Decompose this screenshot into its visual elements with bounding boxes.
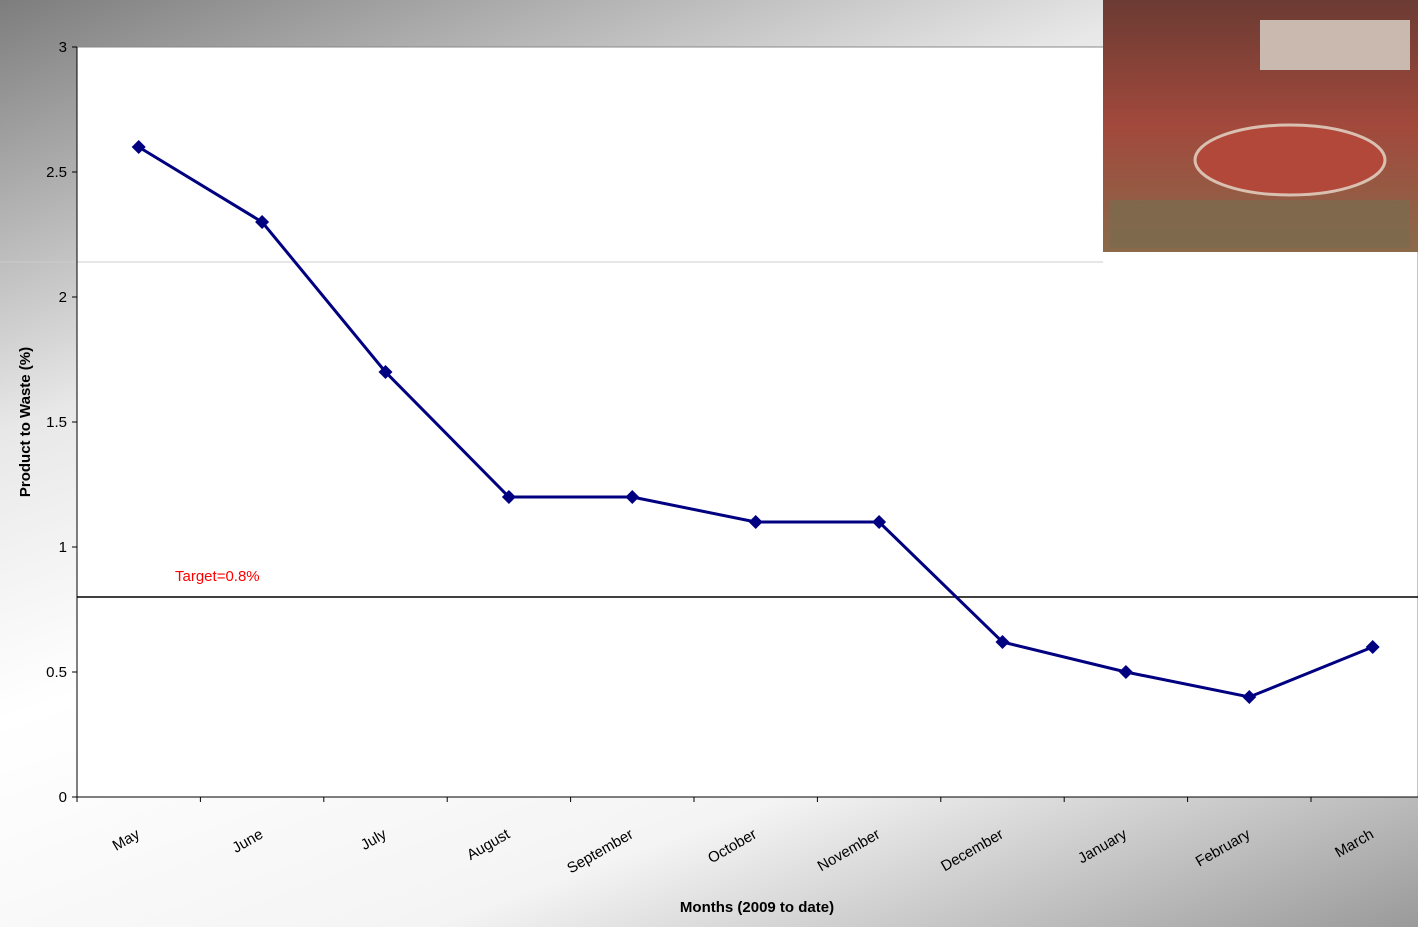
- y-tick-label: 0: [59, 789, 67, 806]
- x-tick-label: May: [110, 825, 143, 854]
- marker: [131, 140, 146, 154]
- x-tick-label: February: [1193, 825, 1254, 870]
- y-tick-label: 1.5: [46, 414, 67, 431]
- marker: [378, 365, 393, 379]
- y-tick-label: 3: [59, 39, 67, 56]
- marker: [748, 515, 763, 529]
- x-tick-label: March: [1332, 826, 1377, 862]
- y-tick-label: 2: [59, 289, 67, 306]
- y-tick-label: 2.5: [46, 164, 67, 181]
- marker: [501, 490, 516, 504]
- marker: [995, 635, 1010, 649]
- y-axis-title: Product to Waste (%): [17, 347, 34, 497]
- x-tick-label: January: [1075, 825, 1130, 867]
- x-tick-label: August: [464, 825, 514, 863]
- x-tick-label: November: [815, 826, 883, 875]
- marker: [872, 515, 887, 529]
- marker: [1118, 665, 1133, 679]
- x-tick-label: October: [705, 826, 760, 867]
- x-tick-label: June: [229, 826, 266, 857]
- y-tick-label: 1: [59, 539, 67, 556]
- x-tick-label: September: [564, 826, 636, 877]
- x-axis-title: Months (2009 to date): [680, 899, 834, 916]
- marker: [1365, 640, 1380, 654]
- y-tick-label: 0.5: [46, 664, 67, 681]
- photo: [1103, 0, 1418, 252]
- marker: [255, 215, 270, 229]
- x-tick-label: December: [938, 826, 1006, 875]
- target-label: Target=0.8%: [175, 568, 260, 585]
- x-tick-label: July: [358, 825, 390, 853]
- marker: [1242, 690, 1257, 704]
- marker: [625, 490, 640, 504]
